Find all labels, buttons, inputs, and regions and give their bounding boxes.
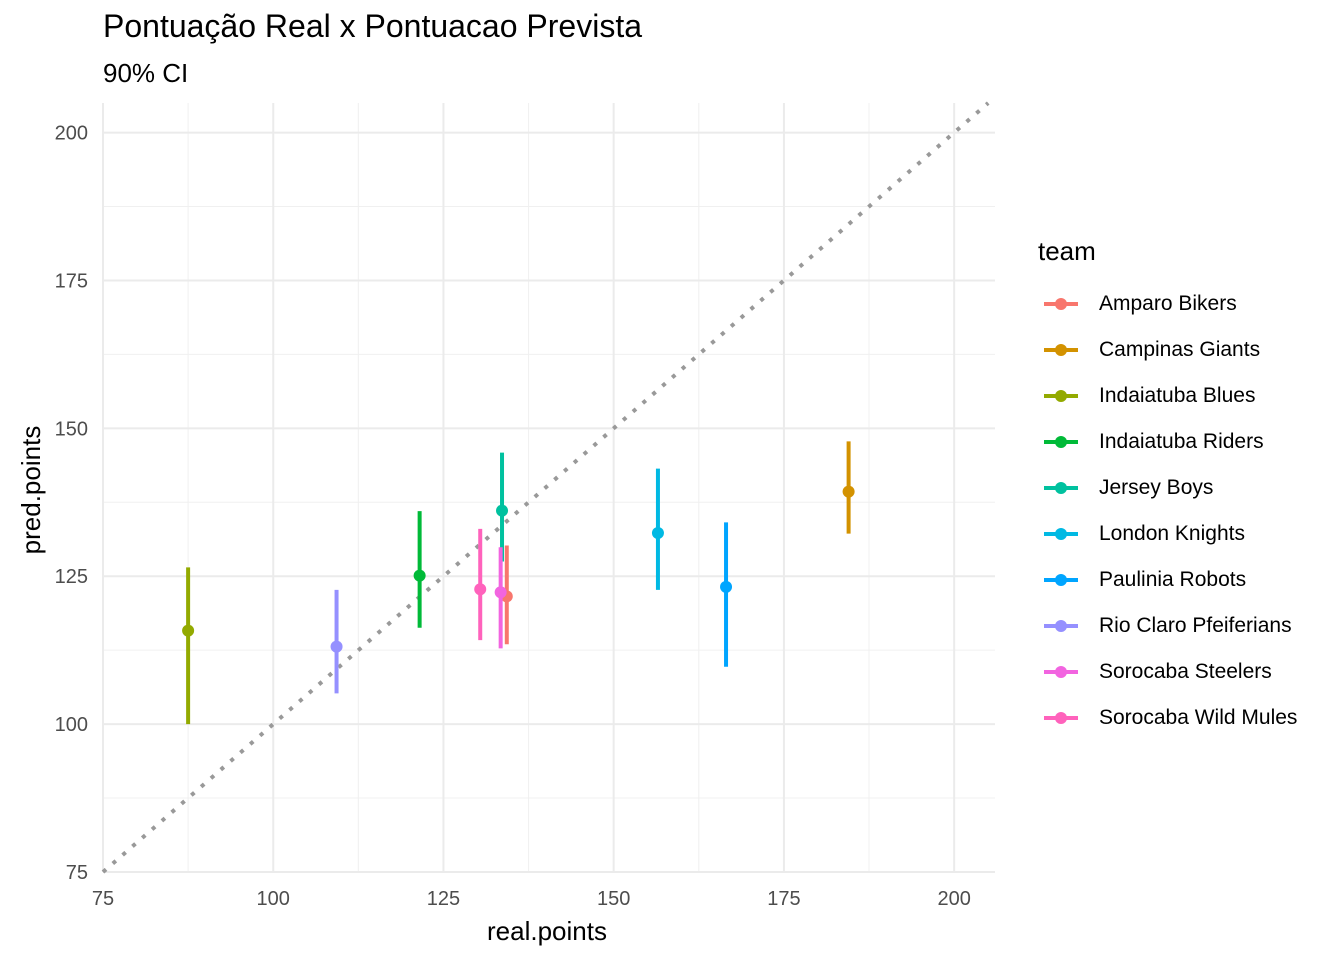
tick-labels: 75 100 125 150 175 200 75 100 125 150 175 200 — [55, 123, 971, 910]
legend-key — [1038, 695, 1084, 741]
legend-key — [1038, 419, 1084, 465]
legend-item: Sorocaba Wild Mules — [1038, 695, 1297, 741]
legend-label: London Knights — [1099, 522, 1245, 545]
legend-key — [1038, 465, 1084, 511]
legend-label: Sorocaba Wild Mules — [1099, 706, 1298, 729]
legend-key — [1038, 281, 1084, 327]
data-point — [720, 580, 733, 593]
marks-layer — [182, 441, 855, 725]
legend-item: London Knights — [1038, 511, 1297, 557]
legend-title: team — [1038, 236, 1096, 266]
legend-item: Campinas Giants — [1038, 327, 1297, 373]
legend-key — [1038, 327, 1084, 373]
y-tick-label: 100 — [55, 714, 88, 736]
legend-key — [1038, 511, 1084, 557]
y-tick-label: 175 — [55, 270, 88, 292]
legend-item: Amparo Bikers — [1038, 281, 1297, 327]
data-point — [496, 504, 509, 517]
legend-key — [1038, 373, 1084, 419]
legend-label: Paulinia Robots — [1099, 568, 1247, 591]
reference-line-layer — [101, 101, 990, 874]
identity-reference-line — [101, 101, 990, 874]
legend-label: Indaiatuba Riders — [1099, 430, 1264, 453]
x-tick-label: 125 — [427, 888, 460, 910]
legend-label: Indaiatuba Blues — [1099, 384, 1256, 407]
y-tick-label: 200 — [55, 123, 88, 145]
legend-item: Sorocaba Steelers — [1038, 649, 1297, 695]
grid — [102, 103, 995, 873]
legend-item: Paulinia Robots — [1038, 557, 1297, 603]
legend-item: Jersey Boys — [1038, 465, 1297, 511]
legend-label: Campinas Giants — [1099, 338, 1261, 361]
x-tick-label: 175 — [767, 888, 800, 910]
legend-key — [1038, 649, 1084, 695]
legend-item: Indaiatuba Blues — [1038, 373, 1297, 419]
legend-items: Amparo Bikers Campinas Giants Indaiatuba B… — [1038, 281, 1297, 741]
x-axis-title: real.points — [487, 916, 607, 946]
legend-label: Jersey Boys — [1099, 476, 1214, 499]
data-point — [474, 583, 487, 596]
chart-title: Pontuação Real x Pontuacao Prevista — [103, 8, 642, 44]
y-tick-label: 150 — [55, 418, 88, 440]
legend-key — [1038, 603, 1084, 649]
legend-item: Rio Claro Pfeiferians — [1038, 603, 1297, 649]
data-point — [330, 640, 343, 653]
data-point — [651, 527, 664, 540]
data-point — [494, 586, 507, 599]
y-tick-label: 125 — [55, 566, 88, 588]
legend-label: Amparo Bikers — [1099, 292, 1237, 315]
data-point — [182, 624, 195, 637]
y-tick-label: 75 — [66, 862, 88, 884]
legend-label: Sorocaba Steelers — [1099, 660, 1272, 683]
x-tick-label: 150 — [597, 888, 630, 910]
x-tick-label: 200 — [937, 888, 970, 910]
legend-key — [1038, 557, 1084, 603]
legend: team Amparo Bikers Campinas Giants Indaiat… — [1038, 236, 1297, 741]
data-point — [413, 569, 426, 582]
legend-label: Rio Claro Pfeiferians — [1099, 614, 1292, 637]
x-tick-label: 100 — [257, 888, 290, 910]
x-tick-label: 75 — [92, 888, 114, 910]
y-axis-title: pred.points — [16, 426, 46, 555]
data-point — [842, 485, 855, 498]
legend-item: Indaiatuba Riders — [1038, 419, 1297, 465]
chart-subtitle: 90% CI — [103, 58, 189, 88]
